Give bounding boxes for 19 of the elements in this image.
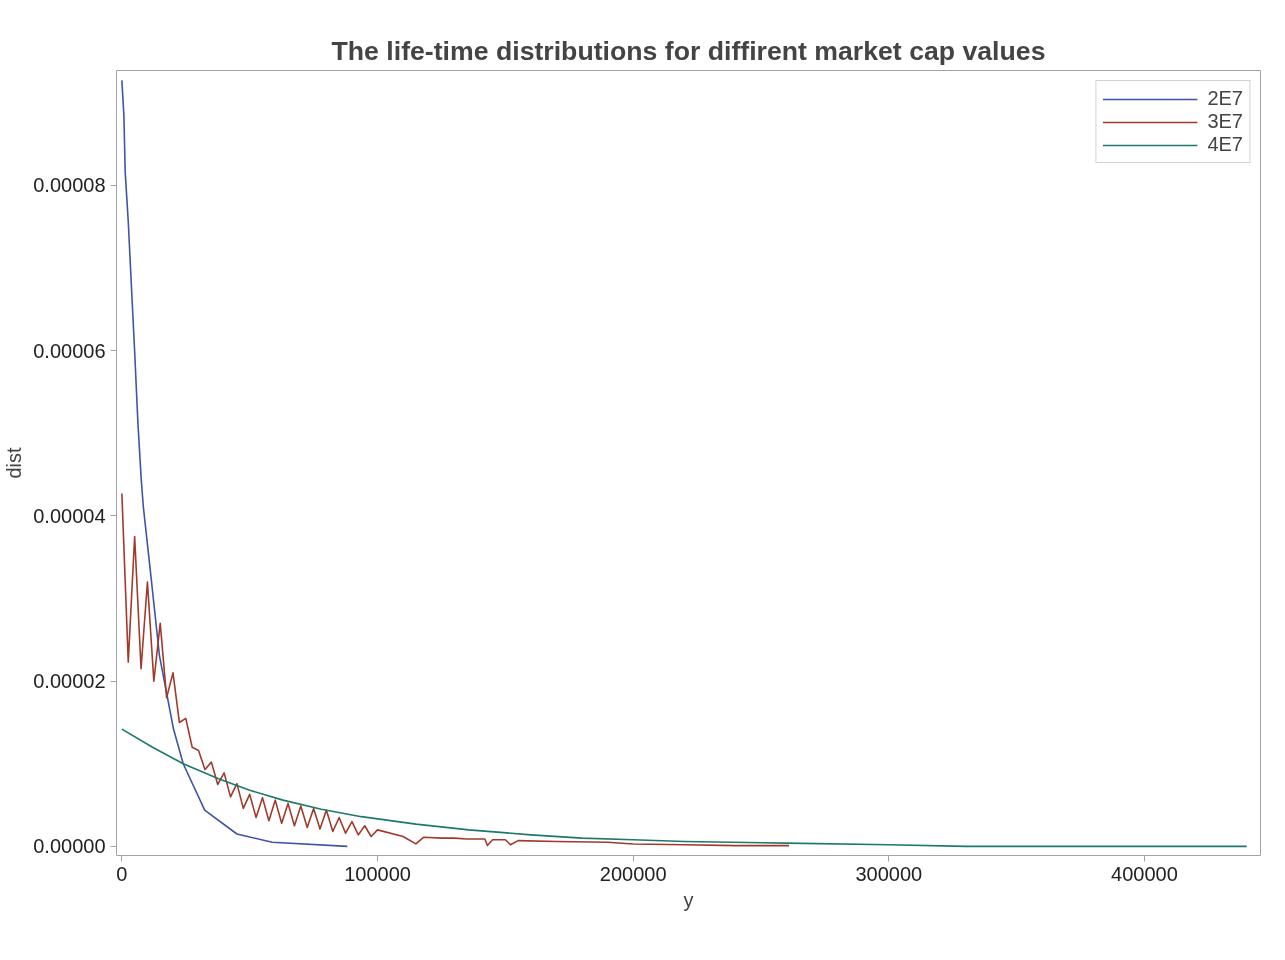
x-tick-label: 400000 xyxy=(1111,862,1178,885)
x-tick-label: 0 xyxy=(116,862,128,885)
x-tick-label: 100000 xyxy=(344,862,411,885)
legend-label: 4E7 xyxy=(1207,133,1243,156)
y-tick-label: 0.00002 xyxy=(33,670,106,693)
y-tick-label: 0.00006 xyxy=(33,339,106,362)
x-axis-title: y xyxy=(683,888,694,911)
line-series xyxy=(121,728,1248,848)
line-series xyxy=(121,492,790,847)
y-tick-label: 0.00004 xyxy=(33,504,106,527)
x-tick-label: 300000 xyxy=(855,862,923,885)
legend-label: 3E7 xyxy=(1207,110,1243,133)
y-axis-title: dist xyxy=(3,447,26,479)
y-tick-label: 0.00000 xyxy=(33,835,106,858)
x-tick-label: 200000 xyxy=(599,862,667,885)
chart-title: The life-time distributions for diffirent market cap values xyxy=(331,35,1046,66)
legend-label: 2E7 xyxy=(1207,87,1243,110)
line-series xyxy=(121,79,349,848)
y-tick-label: 0.00008 xyxy=(33,174,106,197)
